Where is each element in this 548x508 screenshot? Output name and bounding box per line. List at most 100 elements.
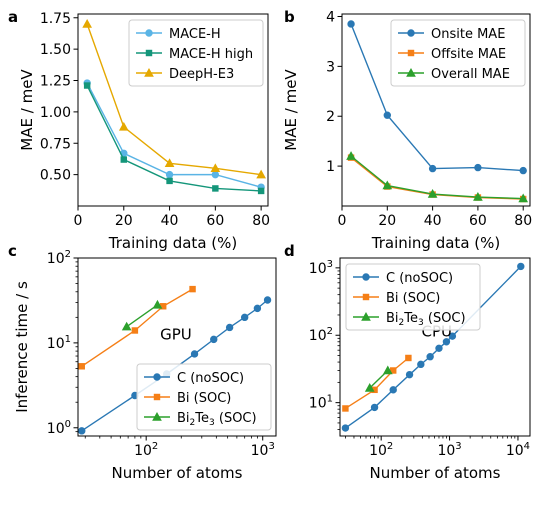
series-1 <box>83 82 265 195</box>
x-tick-label: 40 <box>161 213 179 229</box>
data-point <box>263 296 272 304</box>
legend-marker <box>145 29 153 37</box>
data-point <box>473 191 483 201</box>
x-tick-label: 60 <box>469 213 487 229</box>
data-point <box>474 163 482 172</box>
legend-label: Onsite MAE <box>431 27 505 42</box>
axes-frame <box>339 257 531 437</box>
data-point <box>442 338 451 346</box>
y-axis-label: MAE / meV <box>18 69 36 151</box>
data-point <box>121 321 132 331</box>
data-point <box>256 169 266 179</box>
ticks <box>337 15 524 211</box>
data-point <box>165 170 174 179</box>
legend-marker <box>144 67 154 77</box>
y-tick-label: 101 <box>47 334 71 352</box>
data-point <box>405 354 412 362</box>
axes-frame <box>77 257 277 437</box>
data-point <box>78 427 86 435</box>
y-tick-label: 103 <box>309 259 333 277</box>
x-tick-label: 80 <box>514 213 532 229</box>
data-point <box>417 360 425 369</box>
legend-marker <box>362 273 370 281</box>
legend-marker <box>407 29 415 37</box>
data-point <box>253 304 262 313</box>
axes-frame <box>341 13 531 207</box>
legend: MACE-H MACE-H high DeepH-E3 <box>128 19 264 87</box>
data-point <box>210 163 221 173</box>
data-point <box>190 350 199 358</box>
x-axis-label: Training data (%) <box>371 234 500 252</box>
series-line <box>345 265 522 429</box>
legend-marker <box>153 393 161 401</box>
x-tick-label: 0 <box>338 213 347 229</box>
series-0 <box>341 262 525 432</box>
series-2 <box>346 151 529 203</box>
data-point <box>118 121 129 131</box>
legend-marker <box>406 67 416 77</box>
legend-box <box>345 263 481 331</box>
annotation-label: GPU <box>160 325 192 343</box>
data-point <box>240 313 249 322</box>
data-point <box>519 166 527 175</box>
legend-marker <box>362 293 370 301</box>
series-line <box>345 357 409 410</box>
data-point <box>342 405 349 412</box>
y-tick-label: 0.50 <box>40 168 71 184</box>
y-tick-label: 4 <box>326 9 335 25</box>
data-point <box>426 353 434 361</box>
legend-marker <box>361 311 371 321</box>
data-point <box>341 424 350 432</box>
legend-marker <box>152 411 162 421</box>
series-line <box>350 155 524 200</box>
data-point <box>212 185 219 192</box>
data-point <box>78 363 85 370</box>
data-point <box>152 299 163 309</box>
data-point <box>517 262 525 271</box>
panel-label-c: c <box>8 242 17 260</box>
legend-label: Bi (SOC) <box>177 391 231 406</box>
x-tick-label: 104 <box>506 441 530 459</box>
y-tick-label: 1.50 <box>40 42 71 58</box>
series-2 <box>121 299 163 331</box>
data-point <box>210 335 218 344</box>
legend-label: DeepH-E3 <box>169 67 234 82</box>
legend: C (noSOC) Bi (SOC) Bi2​Te3​ (SOC) <box>345 263 481 331</box>
y-tick-label: 101 <box>309 394 333 412</box>
series-2 <box>82 19 266 179</box>
ticks <box>73 17 262 211</box>
data-point <box>211 170 220 179</box>
legend-label: C (noSOC) <box>177 371 244 386</box>
series-1 <box>78 285 196 370</box>
data-point <box>382 365 393 375</box>
data-point <box>370 403 379 412</box>
legend-label: Bi (SOC) <box>386 291 440 306</box>
data-point <box>382 180 393 190</box>
x-tick-label: 103 <box>437 441 461 459</box>
x-axis-label: Training data (%) <box>108 234 237 252</box>
data-point <box>225 323 234 332</box>
data-point <box>83 82 91 89</box>
series-0 <box>347 20 527 175</box>
data-point <box>347 20 355 28</box>
y-tick-label: 1 <box>326 159 335 175</box>
y-tick-label: 100 <box>47 419 71 437</box>
legend: Onsite MAE Offsite MAE Overall MAE <box>390 19 526 87</box>
x-axis-label: Number of atoms <box>112 464 243 482</box>
series-line <box>81 288 193 367</box>
y-tick-label: 2 <box>326 109 335 125</box>
legend-label: C (noSOC) <box>386 271 453 286</box>
data-point <box>427 189 438 198</box>
legend-marker <box>407 49 415 57</box>
legend-label: Bi2​Te3​ (SOC) <box>177 411 257 428</box>
y-tick-label: 1.25 <box>40 74 71 90</box>
legend-box <box>136 363 272 431</box>
data-point <box>383 111 392 119</box>
data-point <box>435 344 443 353</box>
legend-box <box>390 19 526 87</box>
series-line <box>126 304 158 328</box>
x-tick-label: 40 <box>424 213 442 229</box>
panel-label-b: b <box>284 8 295 26</box>
legend-label: Offsite MAE <box>431 47 506 62</box>
